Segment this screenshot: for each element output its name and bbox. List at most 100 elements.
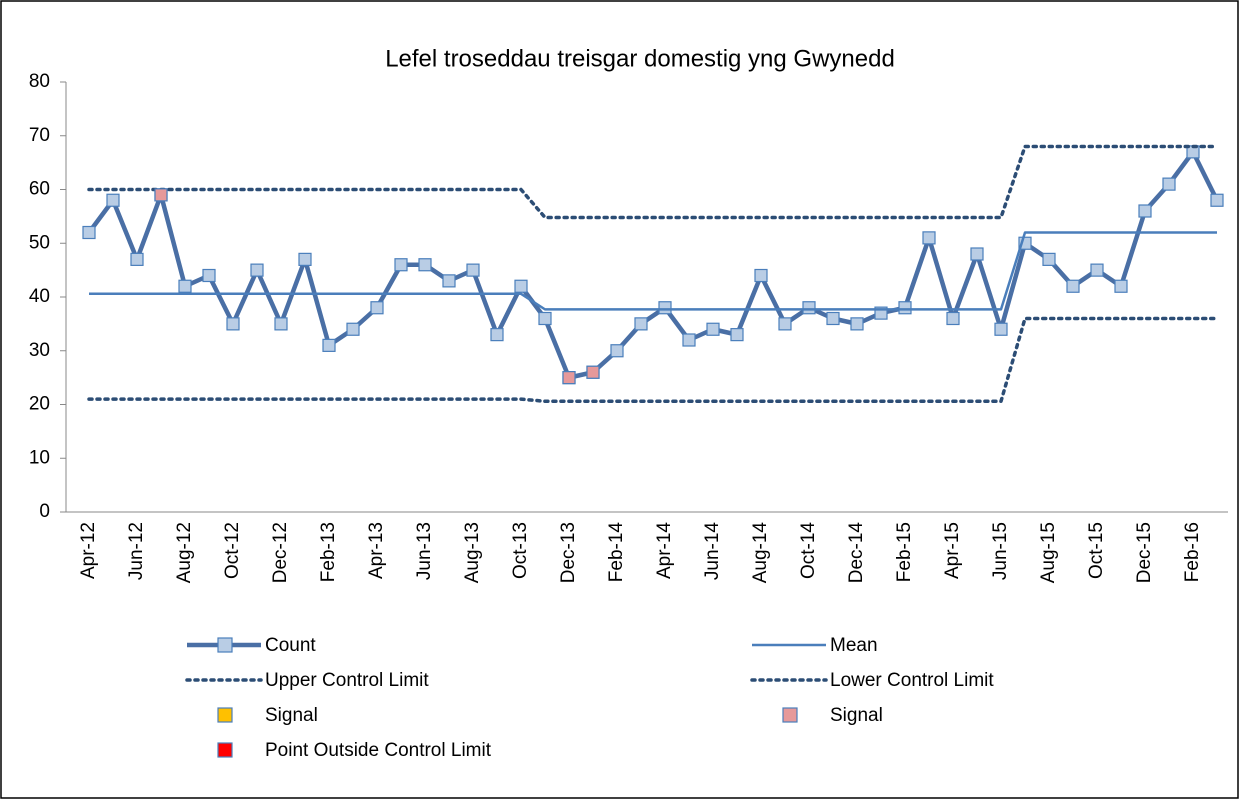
marker xyxy=(634,317,648,331)
legend-label: Count xyxy=(265,635,316,656)
x-tick-label: Feb-16 xyxy=(1182,522,1203,582)
marker xyxy=(826,311,840,326)
x-tick-label: Dec-13 xyxy=(558,522,579,583)
marker xyxy=(538,311,552,326)
x-tick-label: Oct-14 xyxy=(798,522,819,579)
marker xyxy=(154,188,168,202)
x-tick-label: Jun-13 xyxy=(414,522,435,580)
legend-marker xyxy=(217,707,233,723)
marker xyxy=(322,338,336,352)
x-tick-label: Dec-15 xyxy=(1134,522,1155,583)
marker xyxy=(298,252,312,266)
marker xyxy=(250,263,264,277)
y-tick-label: 50 xyxy=(29,232,50,253)
marker xyxy=(658,301,672,315)
marker xyxy=(130,252,144,266)
marker xyxy=(682,333,696,347)
legend-item: Signal xyxy=(217,705,318,726)
marker xyxy=(466,263,480,277)
series-line xyxy=(87,144,1219,220)
legend-label: Lower Control Limit xyxy=(830,670,994,691)
marker xyxy=(778,317,792,331)
marker xyxy=(586,365,600,379)
x-tick-label: Jun-15 xyxy=(990,522,1011,580)
marker xyxy=(610,344,624,358)
marker xyxy=(442,274,456,288)
marker xyxy=(490,328,504,342)
marker xyxy=(754,268,768,283)
marker xyxy=(370,301,384,315)
marker xyxy=(1162,177,1176,191)
x-tick-label: Aug-13 xyxy=(462,522,483,583)
x-tick-label: Oct-13 xyxy=(510,522,531,579)
marker xyxy=(274,317,288,331)
x-tick-label: Aug-14 xyxy=(750,522,771,584)
marker xyxy=(418,258,432,272)
x-tick-label: Apr-15 xyxy=(942,522,963,579)
marker xyxy=(706,322,720,336)
y-tick-label: 20 xyxy=(29,394,50,415)
y-tick-label: 0 xyxy=(39,501,50,522)
x-tick-label: Oct-15 xyxy=(1086,522,1107,579)
marker xyxy=(1066,279,1080,293)
series-line xyxy=(89,231,1217,311)
x-tick-label: Dec-12 xyxy=(270,522,291,583)
y-tick-label: 70 xyxy=(29,125,50,146)
marker xyxy=(1114,279,1128,293)
marker xyxy=(82,225,96,240)
marker xyxy=(106,193,120,207)
legend-label: Point Outside Control Limit xyxy=(265,740,492,761)
y-tick-label: 80 xyxy=(29,71,50,92)
marker xyxy=(1090,263,1104,277)
x-tick-label: Feb-13 xyxy=(318,522,339,582)
chart-title: Lefel troseddau treisgar domestig yng Gw… xyxy=(385,45,895,72)
x-tick-label: Apr-12 xyxy=(78,522,99,579)
marker xyxy=(946,311,960,326)
y-tick-label: 60 xyxy=(29,179,50,200)
legend-item: Upper Control Limit xyxy=(185,670,429,691)
marker xyxy=(226,317,240,331)
legend-label: Signal xyxy=(265,705,318,726)
legend-item: Mean xyxy=(752,635,878,656)
marker xyxy=(346,322,360,336)
y-tick-label: 10 xyxy=(29,447,50,468)
x-tick-label: Aug-15 xyxy=(1038,522,1059,583)
marker xyxy=(994,322,1008,336)
legend-label: Mean xyxy=(830,635,878,656)
legend-label: Upper Control Limit xyxy=(265,670,429,691)
y-tick-label: 30 xyxy=(29,340,50,361)
marker xyxy=(850,317,864,331)
x-tick-label: Oct-12 xyxy=(222,522,243,579)
marker xyxy=(394,258,408,272)
marker xyxy=(1210,193,1224,207)
legend-label: Signal xyxy=(830,705,883,726)
x-tick-label: Feb-15 xyxy=(894,522,915,582)
marker xyxy=(178,279,192,293)
legend-item: Point Outside Control Limit xyxy=(217,740,492,761)
marker xyxy=(898,301,912,315)
series-line xyxy=(87,316,1219,404)
marker xyxy=(1042,252,1056,266)
marker xyxy=(514,279,528,293)
marker xyxy=(802,301,816,315)
legend-item: Lower Control Limit xyxy=(750,670,994,691)
x-tick-label: Apr-13 xyxy=(366,522,387,579)
x-tick-label: Aug-12 xyxy=(174,522,195,583)
legend-item: Count xyxy=(187,635,316,656)
legend-marker xyxy=(782,707,798,723)
marker xyxy=(970,247,984,261)
x-tick-label: Apr-14 xyxy=(654,522,675,579)
x-tick-label: Dec-14 xyxy=(846,522,867,584)
x-tick-label: Jun-12 xyxy=(126,522,147,580)
x-tick-label: Jun-14 xyxy=(702,522,723,581)
legend-marker xyxy=(217,637,233,653)
marker xyxy=(202,268,216,283)
y-tick-label: 40 xyxy=(29,286,50,307)
legend-marker xyxy=(217,742,233,758)
marker xyxy=(730,328,744,342)
marker xyxy=(1138,204,1152,218)
marker xyxy=(562,371,576,385)
marker xyxy=(922,231,936,245)
